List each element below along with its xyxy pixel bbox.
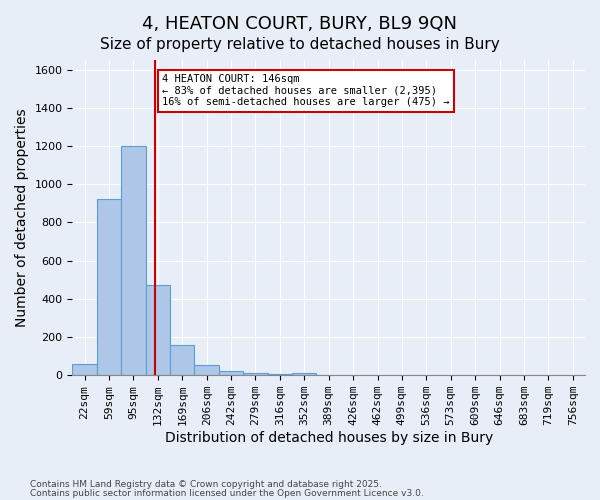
Text: Contains HM Land Registry data © Crown copyright and database right 2025.: Contains HM Land Registry data © Crown c… — [30, 480, 382, 489]
Bar — [73, 364, 97, 375]
Y-axis label: Number of detached properties: Number of detached properties — [15, 108, 29, 327]
Text: 4 HEATON COURT: 146sqm
← 83% of detached houses are smaller (2,395)
16% of semi-: 4 HEATON COURT: 146sqm ← 83% of detached… — [162, 74, 449, 108]
Text: 4, HEATON COURT, BURY, BL9 9QN: 4, HEATON COURT, BURY, BL9 9QN — [143, 15, 458, 33]
Text: Size of property relative to detached houses in Bury: Size of property relative to detached ho… — [100, 38, 500, 52]
Bar — [268, 374, 292, 375]
Bar — [146, 286, 170, 375]
Bar — [170, 344, 194, 375]
Bar — [292, 374, 316, 375]
Text: Contains public sector information licensed under the Open Government Licence v3: Contains public sector information licen… — [30, 489, 424, 498]
Bar — [219, 372, 243, 375]
Bar — [194, 364, 219, 375]
Bar — [243, 374, 268, 375]
Bar — [121, 146, 146, 375]
Bar — [97, 200, 121, 375]
X-axis label: Distribution of detached houses by size in Bury: Distribution of detached houses by size … — [164, 431, 493, 445]
